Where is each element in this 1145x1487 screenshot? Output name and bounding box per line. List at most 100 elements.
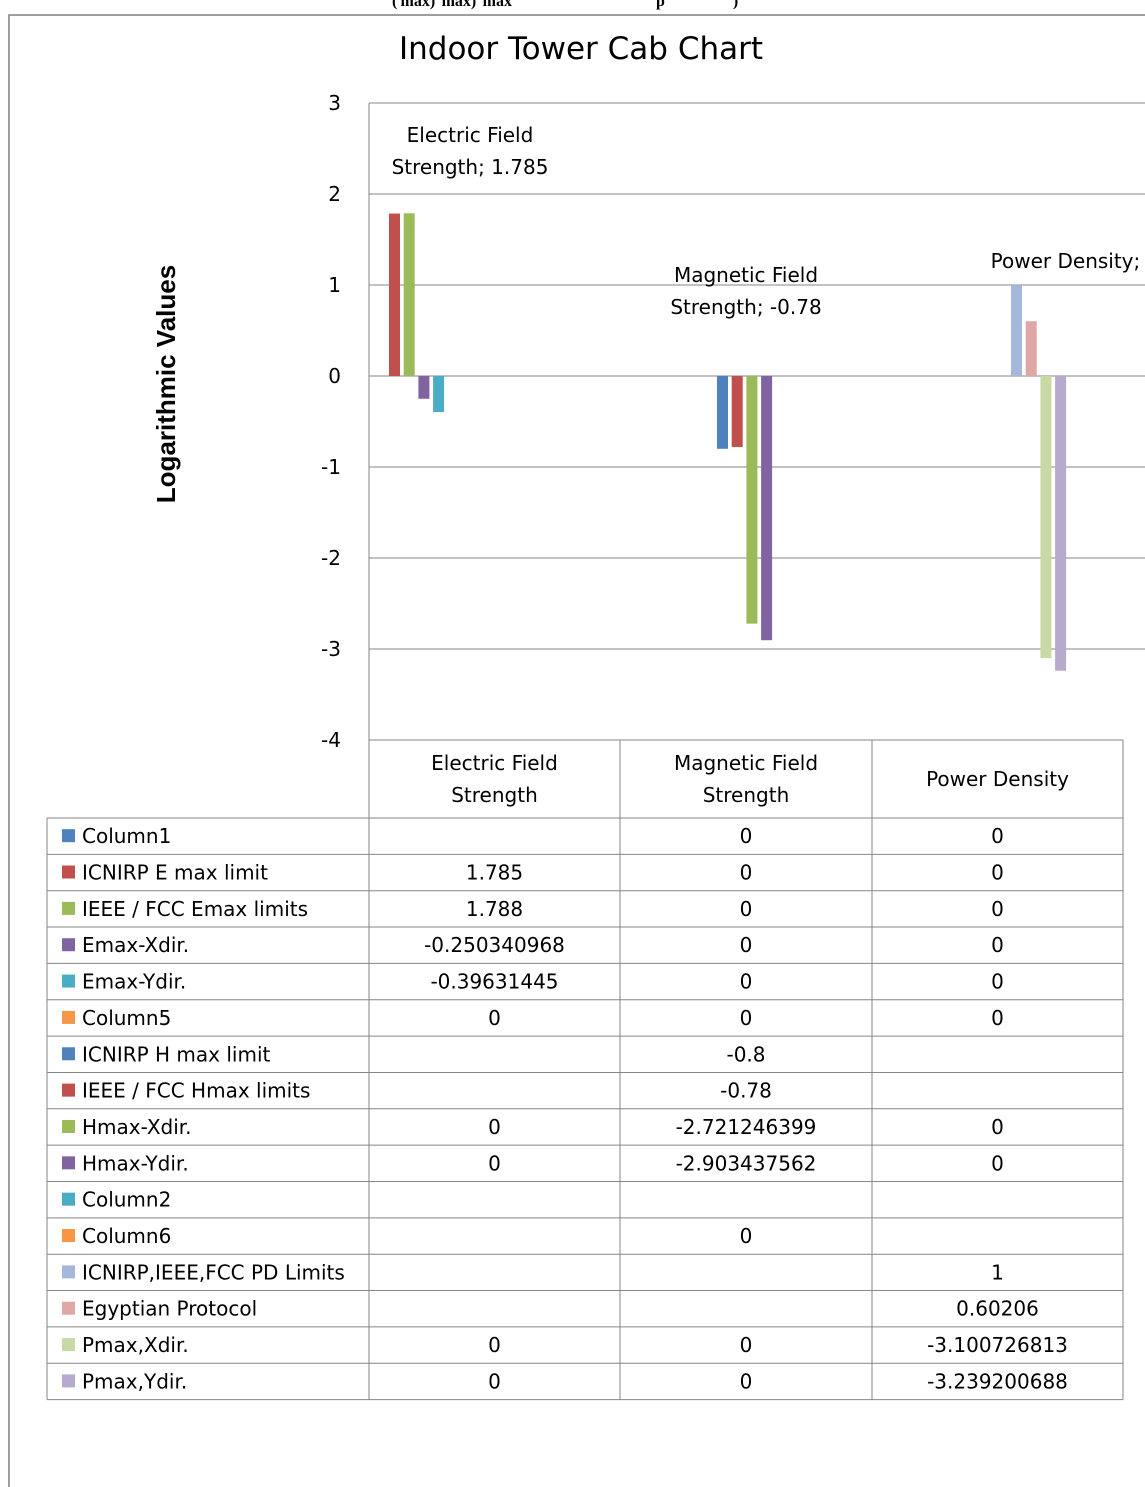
bar [761, 376, 773, 641]
legend-entry: Hmax-Xdir. [82, 1115, 192, 1139]
bar [731, 376, 743, 447]
category-label: Magnetic Field [674, 751, 818, 775]
y-axis-label: Logarithmic Values [151, 265, 181, 503]
chart-title: Indoor Tower Cab Chart [399, 31, 763, 67]
table-cell: 0 [991, 970, 1004, 994]
bar [418, 376, 430, 399]
legend-entry: ICNIRP E max limit [82, 861, 268, 885]
table-cell: 1.788 [466, 897, 523, 921]
table-cell: 0 [488, 1115, 501, 1139]
data-table: Electric Field Strength Magnetic Field Stre… [46, 739, 1124, 1401]
table-cell: 0 [488, 1369, 501, 1393]
legend-swatch [62, 1301, 75, 1315]
y-tick-label: -3 [321, 637, 341, 661]
legend-entry: Egyptian Protocol [82, 1297, 257, 1321]
table-cell: 0 [488, 1006, 501, 1030]
table-cell: 0 [991, 933, 1004, 957]
table-cell: -3.239200688 [927, 1369, 1068, 1393]
plot-area: 3 2 1 0 -1 -2 -3 -4 Electric Field Strength; 1.78… [321, 91, 1145, 752]
table-cell: -0.250340968 [424, 933, 565, 957]
table-cell: 0 [740, 933, 753, 957]
category-label: Strength [451, 783, 538, 807]
legend-entry: Emax-Xdir. [82, 933, 189, 957]
category-label: Strength [703, 783, 790, 807]
table-cell: -0.39631445 [430, 970, 558, 994]
table-cell: 0 [991, 861, 1004, 885]
table-cell: -3.100726813 [927, 1333, 1068, 1357]
bar [717, 376, 728, 449]
table-cell: 0 [991, 1115, 1004, 1139]
legend-entry: IEEE / FCC Hmax limits [82, 1079, 310, 1103]
y-tick-label: -2 [321, 546, 341, 570]
table-cell: 0 [740, 1333, 753, 1357]
legend-swatch [62, 1229, 75, 1243]
legend-entry: IEEE / FCC Emax limits [82, 897, 308, 921]
legend-entry: Pmax,Ydir. [82, 1369, 187, 1393]
category-label: Electric Field [431, 751, 558, 775]
legend-swatch [62, 1010, 75, 1024]
table-cell: 0 [740, 824, 753, 848]
bar [1040, 376, 1052, 659]
legend-swatch [62, 1047, 75, 1061]
y-tick-label: 2 [328, 182, 341, 206]
table-cell: 0 [740, 1369, 753, 1393]
legend-swatch [62, 1265, 75, 1279]
table-cell: 0 [991, 897, 1004, 921]
legend-entry: Column6 [82, 1224, 171, 1248]
bar [403, 213, 415, 376]
legend-swatch [62, 1083, 75, 1097]
table-cell: -2.721246399 [676, 1115, 817, 1139]
data-label: Strength; -0.78 [670, 295, 821, 319]
y-tick-label: -1 [321, 455, 341, 479]
data-label: Power Density; 1 [991, 249, 1145, 273]
category-label: Power Density [926, 767, 1069, 791]
legend-swatch [62, 1374, 75, 1388]
bar [433, 376, 445, 413]
table-cell: 0 [740, 970, 753, 994]
table-cell: 1 [991, 1260, 1004, 1284]
legend-swatch [62, 1119, 75, 1133]
legend-entry: Pmax,Xdir. [82, 1333, 189, 1357]
legend-entry: Emax-Ydir. [82, 970, 186, 994]
table-cell: 0 [740, 861, 753, 885]
data-label: Strength; 1.785 [392, 155, 549, 179]
legend-swatch [62, 1192, 75, 1206]
y-tick-label: 0 [328, 364, 341, 388]
legend-swatch [62, 974, 75, 988]
legend-swatch [62, 829, 75, 843]
legend-swatch [62, 1156, 75, 1170]
legend-entry: Column2 [82, 1188, 171, 1212]
legend-entry: Hmax-Ydir. [82, 1151, 189, 1175]
bar [389, 213, 400, 376]
table-cell: 0 [740, 897, 753, 921]
legend-swatch [62, 1338, 75, 1352]
bar [1011, 285, 1022, 376]
chart-border [8, 14, 1145, 1487]
table-cell: 0 [488, 1333, 501, 1357]
legend-entry: Column1 [82, 824, 171, 848]
bar [746, 376, 758, 624]
bar [1025, 321, 1037, 376]
table-cell: -0.78 [720, 1079, 772, 1103]
legend-entry: ICNIRP,IEEE,FCC PD Limits [82, 1260, 345, 1284]
table-cell: 0 [991, 824, 1004, 848]
table-cell: 1.785 [466, 861, 523, 885]
data-label: Electric Field [407, 123, 534, 147]
table-cell: 0 [740, 1224, 753, 1248]
table-cell: -2.903437562 [676, 1151, 817, 1175]
legend-entry: ICNIRP H max limit [82, 1042, 271, 1066]
table-cell: 0 [488, 1151, 501, 1175]
y-tick-label: 1 [328, 273, 341, 297]
legend-swatch [62, 865, 75, 879]
table-cell: 0 [740, 1006, 753, 1030]
table-cell: 0 [991, 1151, 1004, 1175]
data-label: Magnetic Field [674, 263, 818, 287]
table-cell: 0.60206 [956, 1297, 1039, 1321]
y-tick-label: 3 [328, 91, 341, 115]
table-cell: -0.8 [726, 1042, 765, 1066]
y-tick-label: -4 [321, 728, 341, 752]
legend-entry: Column5 [82, 1006, 171, 1030]
legend-swatch [62, 901, 75, 915]
bar [1055, 376, 1067, 671]
